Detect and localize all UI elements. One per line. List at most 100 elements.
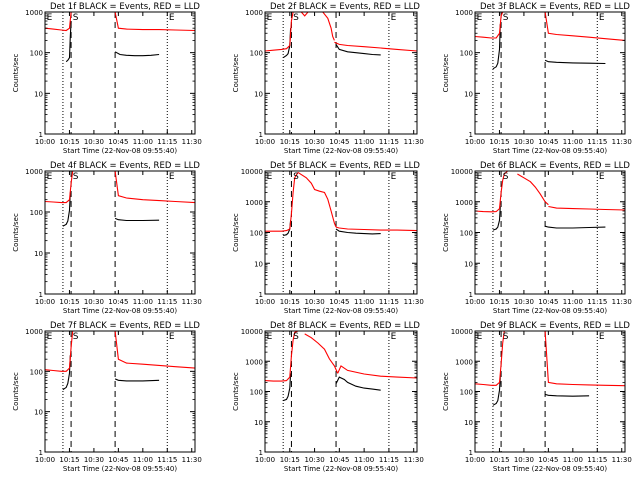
panel-title: Det 7f BLACK = Events, RED = LLD <box>50 321 200 331</box>
y-tick-label: 100 <box>250 230 263 238</box>
y-axis-label: Counts/sec <box>442 213 450 252</box>
events-rate-line <box>492 24 501 70</box>
x-axis-label: Start Time (22-Nov-08 09:55:40) <box>493 147 607 155</box>
marker-label: S <box>73 172 79 182</box>
plot-frame <box>264 11 418 135</box>
panel-title: Det 9f BLACK = Events, RED = LLD <box>480 321 630 331</box>
plot-frame <box>474 330 626 453</box>
lld-rate-line <box>544 11 626 41</box>
marker-label: E <box>267 172 273 182</box>
y-axis-label: Counts/sec <box>12 213 20 252</box>
y-tick-label: 1000 <box>25 328 43 336</box>
x-axis-label: Start Time (22-Nov-08 09:55:40) <box>493 307 607 315</box>
marker-label: E <box>391 13 397 23</box>
x-tick-label: 11:15 <box>379 456 399 464</box>
x-tick-label: 11:00 <box>563 138 583 146</box>
plot-frame <box>264 330 418 453</box>
lld-rate-line <box>44 170 74 204</box>
plot-frame <box>44 11 196 135</box>
y-tick-label: 1000 <box>455 9 473 17</box>
y-tick-label: 100 <box>30 368 43 376</box>
lld-rate-line <box>335 226 418 232</box>
y-tick-label: 10 <box>464 90 473 98</box>
y-tick-label: 1000 <box>25 9 43 17</box>
x-tick-label: 10:15 <box>280 138 300 146</box>
y-tick-label: 1 <box>39 291 43 299</box>
y-tick-label: 1000 <box>245 199 263 207</box>
y-tick-label: 10000 <box>241 168 263 176</box>
y-tick-label: 10 <box>464 419 473 427</box>
marker-label: E <box>477 172 483 182</box>
events-rate-line <box>114 51 160 57</box>
panel-title: Det 8f BLACK = Events, RED = LLD <box>270 321 420 331</box>
y-tick-label: 100 <box>250 389 263 397</box>
y-tick-label: 100 <box>30 50 43 58</box>
events-rate-line <box>335 44 381 56</box>
marker-label: S <box>293 13 299 23</box>
lld-rate-line <box>474 170 511 213</box>
panel-title: Det 4f BLACK = Events, RED = LLD <box>50 161 200 171</box>
x-tick-label: 11:30 <box>404 456 424 464</box>
x-tick-label: 10:45 <box>329 298 349 306</box>
y-tick-label: 10 <box>464 260 473 268</box>
events-rate-line <box>62 355 71 391</box>
events-rate-line <box>544 225 606 229</box>
marker-label: E <box>267 13 273 23</box>
y-tick-label: 10 <box>34 250 43 258</box>
events-rate-line <box>335 228 381 235</box>
events-rate-line <box>492 206 501 231</box>
marker-label: E <box>169 172 175 182</box>
x-tick-label: 11:30 <box>182 456 202 464</box>
x-tick-label: 10:45 <box>538 456 558 464</box>
marker-label: E <box>169 13 175 23</box>
marker-label: E <box>169 332 175 342</box>
x-tick-label: 10:00 <box>255 138 275 146</box>
lld-rate-line <box>264 330 299 382</box>
x-tick-label: 10:30 <box>304 138 324 146</box>
x-tick-label: 11:15 <box>379 138 399 146</box>
y-tick-label: 1 <box>469 449 473 457</box>
x-tick-label: 10:00 <box>465 138 485 146</box>
events-rate-line <box>492 377 501 406</box>
marker-label: E <box>391 332 397 342</box>
lld-rate-line <box>114 330 196 369</box>
lld-rate-line <box>544 330 626 387</box>
plot-frame <box>474 170 626 295</box>
marker-label: E <box>599 13 605 23</box>
x-tick-label: 11:00 <box>133 456 153 464</box>
x-tick-label: 10:15 <box>489 298 509 306</box>
plot-frame <box>474 11 626 135</box>
x-tick-label: 11:30 <box>182 138 202 146</box>
lld-rate-line <box>114 170 196 204</box>
y-axis-label: Counts/sec <box>442 54 450 93</box>
x-tick-label: 10:15 <box>59 456 79 464</box>
x-tick-label: 11:00 <box>563 298 583 306</box>
y-tick-label: 10 <box>34 90 43 98</box>
y-axis-label: Counts/sec <box>12 372 20 411</box>
y-tick-label: 1000 <box>25 168 43 176</box>
x-tick-label: 11:30 <box>612 456 632 464</box>
x-tick-label: 10:45 <box>108 456 128 464</box>
panel-title: Det 1f BLACK = Events, RED = LLD <box>50 2 200 12</box>
x-tick-label: 11:15 <box>587 298 607 306</box>
events-rate-line <box>114 378 160 382</box>
lld-rate-line <box>304 333 339 374</box>
marker-label: S <box>503 13 509 23</box>
x-axis-label: Start Time (22-Nov-08 09:55:40) <box>63 465 177 473</box>
marker-label: S <box>293 332 299 342</box>
x-tick-label: 10:00 <box>35 298 55 306</box>
marker-label: S <box>503 172 509 182</box>
x-tick-label: 10:45 <box>329 456 349 464</box>
y-tick-label: 1 <box>469 291 473 299</box>
x-tick-label: 11:30 <box>612 298 632 306</box>
lld-rate-line <box>265 172 299 232</box>
x-tick-label: 10:45 <box>329 138 349 146</box>
x-tick-label: 10:15 <box>489 456 509 464</box>
events-rate-line <box>335 376 381 391</box>
y-tick-label: 10 <box>34 409 43 417</box>
x-tick-label: 11:00 <box>354 298 374 306</box>
